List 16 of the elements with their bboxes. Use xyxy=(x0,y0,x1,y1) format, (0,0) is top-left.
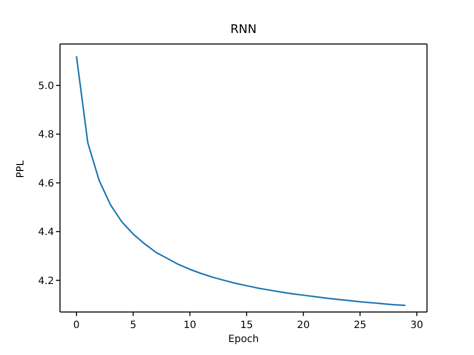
x-tick-label: 10 xyxy=(184,320,196,331)
x-tick-label: 20 xyxy=(296,320,310,331)
y-tick-label: 4.6 xyxy=(38,178,54,190)
x-tick-label: 25 xyxy=(354,320,366,331)
y-tick-label: 4.8 xyxy=(38,130,54,141)
chart-title: RNN xyxy=(229,22,258,36)
y-tick-label: 5.0 xyxy=(38,80,54,92)
x-tick-label: 5 xyxy=(130,320,136,331)
x-tick-label: 0 xyxy=(73,320,80,331)
y-tick-label: 4.2 xyxy=(38,276,54,287)
line-series xyxy=(76,55,406,306)
y-tick-label: 4.4 xyxy=(38,227,54,238)
x-axis-title: Epoch xyxy=(228,334,259,345)
y-axis-title: PPL xyxy=(16,160,27,178)
x-tick-label: 15 xyxy=(240,320,253,331)
x-tick-label: 30 xyxy=(410,320,424,331)
